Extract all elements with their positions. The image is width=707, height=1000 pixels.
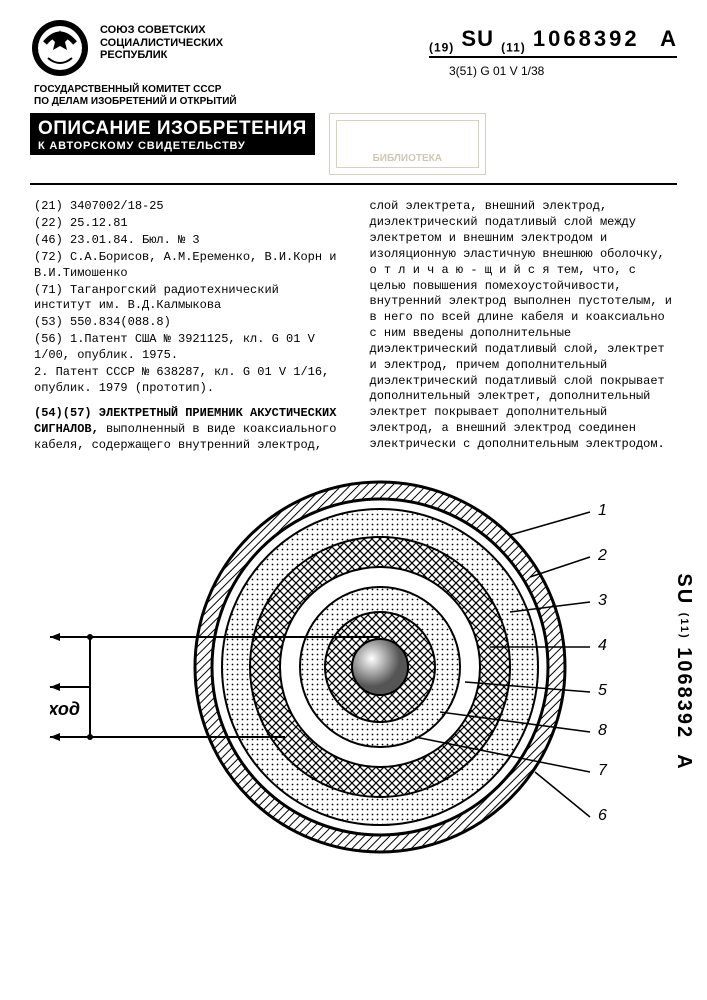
callout-6: 6 (598, 807, 607, 824)
field-46: (46) 23.01.84. Бюл. № 3 (34, 233, 342, 249)
callout-2: 2 (597, 547, 607, 564)
union-label: СОЮЗ СОВЕТСКИХ СОЦИАЛИСТИЧЕСКИХ РЕСПУБЛИ… (100, 24, 230, 62)
left-column: (21) 3407002/18-25 (22) 25.12.81 (46) 23… (34, 199, 342, 453)
field-72: (72) С.А.Борисов, А.М.Еременко, В.И.Корн… (34, 250, 342, 282)
document-title: ОПИСАНИЕ ИЗОБРЕТЕНИЯ К АВТОРСКОМУ СВИДЕТ… (30, 113, 315, 155)
right-column: слой электрета, внешний электрод, диэлек… (370, 199, 678, 453)
callout-8: 8 (598, 722, 607, 739)
ussr-emblem-icon (30, 18, 90, 78)
abstract-right-body: слой электрета, внешний электрод, диэлек… (370, 199, 678, 452)
field-56-1: (56) 1.Патент США № 3921125, кл. G 01 V … (34, 332, 342, 364)
callout-4: 4 (598, 637, 607, 654)
field-56-2: 2. Патент СССР № 638287, кл. G 01 V 1/16… (34, 365, 342, 397)
library-stamp: БИБЛИОТЕКА (329, 113, 486, 175)
field-22: (22) 25.12.81 (34, 216, 342, 232)
callout-5: 5 (598, 682, 607, 699)
committee-label: ГОСУДАРСТВЕННЫЙ КОМИТЕТ СССР ПО ДЕЛАМ ИЗ… (0, 82, 707, 107)
document-number-block: (19) SU (11) 1068392 A 3(51) G 01 V 1/38 (429, 18, 677, 78)
output-label: Выход (50, 699, 80, 719)
field-53: (53) 550.834(088.8) (34, 315, 342, 331)
callout-3: 3 (598, 592, 607, 609)
side-document-number: SU (11) 1068392 A (672, 573, 695, 770)
cross-section-figure: 1 2 3 4 5 8 7 6 Выход (50, 462, 610, 882)
callout-1: 1 (598, 502, 607, 519)
field-71: (71) Таганрогский радиотехнический инсти… (34, 283, 342, 315)
field-21: (21) 3407002/18-25 (34, 199, 342, 215)
callout-7: 7 (598, 762, 608, 779)
